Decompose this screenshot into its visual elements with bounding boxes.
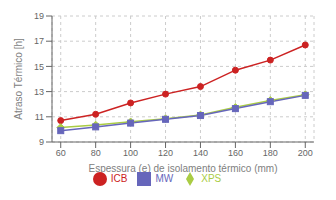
html-text:MW: MW	[155, 172, 174, 184]
svg-text:140: 140	[193, 148, 208, 158]
svg-text:160: 160	[228, 148, 243, 158]
svg-text:15: 15	[34, 62, 44, 72]
svg-text:Atraso Térmico [h]: Atraso Térmico [h]	[13, 38, 24, 120]
svg-text:100: 100	[123, 148, 138, 158]
svg-text:120: 120	[158, 148, 173, 158]
html-text:XPS: XPS	[201, 172, 222, 184]
svg-text:80: 80	[91, 148, 101, 158]
svg-text:17: 17	[34, 36, 44, 46]
html-text:ICB: ICB	[110, 172, 128, 184]
svg-text:Espessura (e) de isolamento té: Espessura (e) de isolamento térmico (mm)	[89, 163, 278, 174]
svg-text:180: 180	[263, 148, 278, 158]
svg-text:19: 19	[34, 11, 44, 21]
svg-text:11: 11	[35, 112, 44, 122]
svg-text:60: 60	[56, 148, 66, 158]
svg-text:200: 200	[298, 148, 313, 158]
svg-text:9: 9	[39, 137, 44, 147]
svg-text:13: 13	[34, 87, 44, 97]
